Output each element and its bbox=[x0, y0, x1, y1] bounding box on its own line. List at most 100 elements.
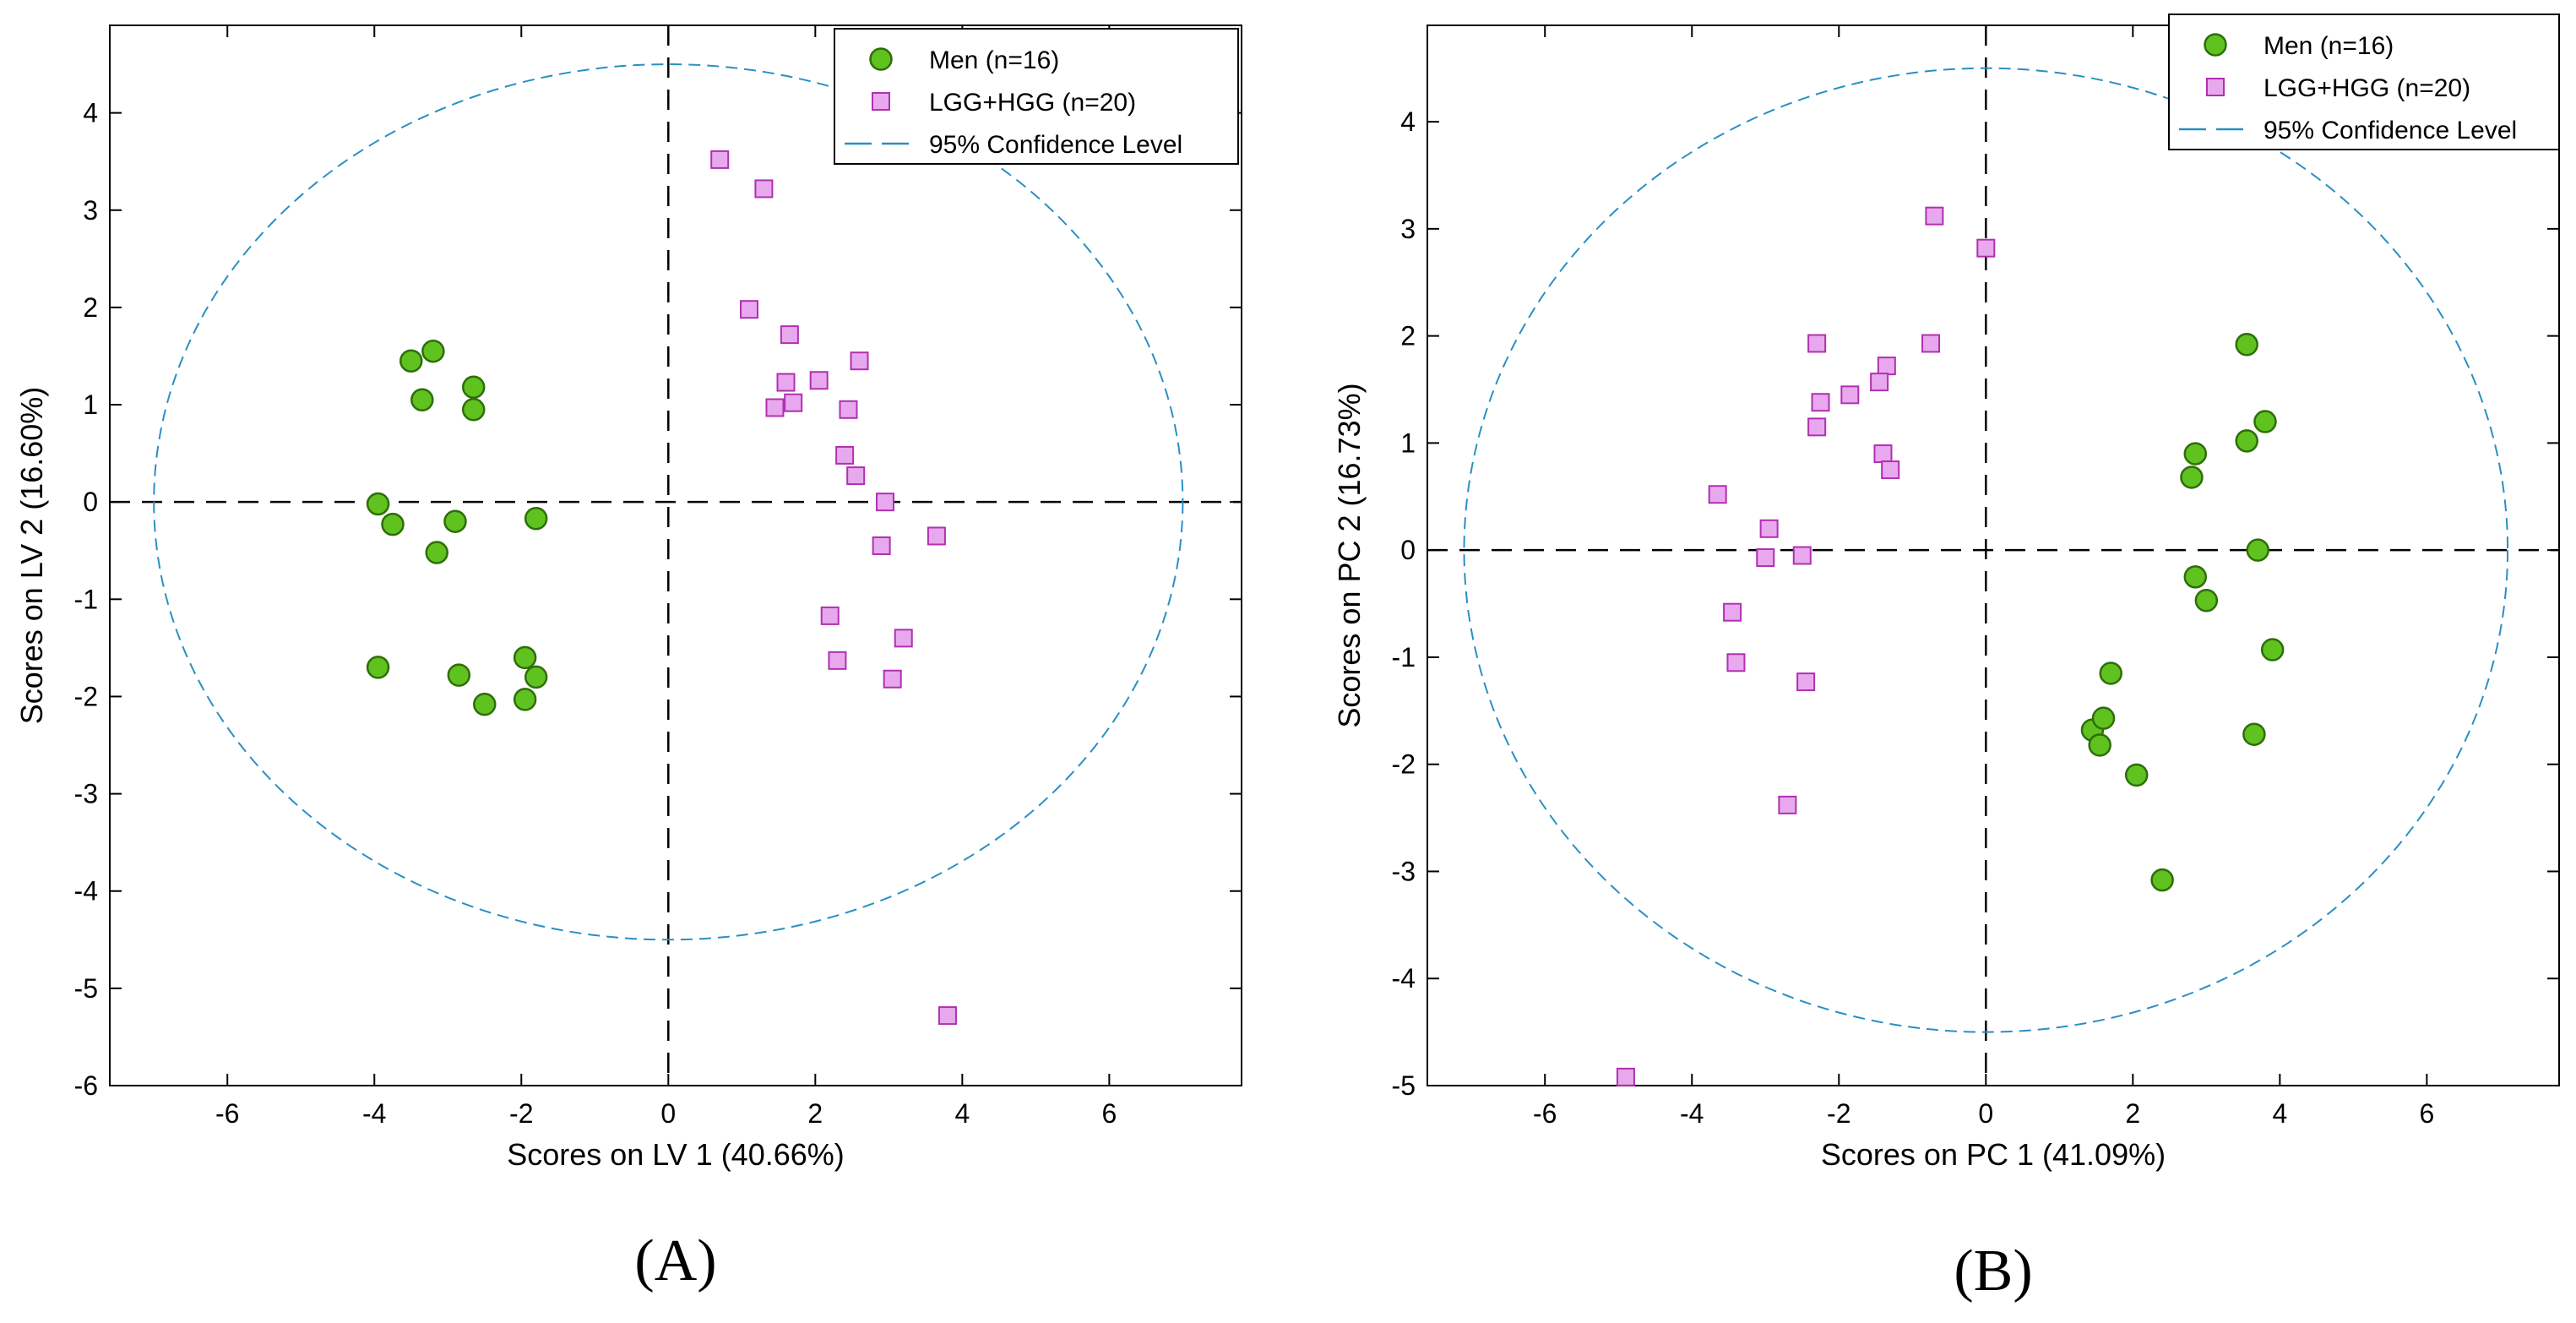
lgg-hgg-point bbox=[1616, 1067, 1635, 1086]
men-point bbox=[399, 349, 423, 373]
men-point bbox=[513, 645, 537, 670]
y-tick-label: 2 bbox=[83, 292, 98, 323]
confidence-ellipse bbox=[153, 63, 1184, 941]
lgg-hgg-point bbox=[1870, 373, 1889, 392]
men-point bbox=[2183, 565, 2208, 589]
lgg-hgg-point bbox=[828, 651, 847, 670]
x-tick-label: 2 bbox=[2125, 1098, 2140, 1129]
lgg-hgg-point bbox=[1873, 444, 1893, 464]
confidence-ellipse bbox=[1463, 67, 2509, 1033]
men-point bbox=[366, 492, 390, 516]
lgg-hgg-point bbox=[820, 606, 840, 625]
lgg-hgg-point bbox=[1840, 385, 1860, 405]
x-tick-label: -4 bbox=[362, 1098, 386, 1129]
lgg-hgg-point bbox=[809, 371, 829, 390]
lgg-hgg-point bbox=[850, 351, 869, 371]
y-tick-label: -2 bbox=[1392, 749, 1416, 780]
plot-area bbox=[1427, 24, 2560, 1086]
x-axis-label: Scores on LV 1 (40.66%) bbox=[507, 1137, 845, 1172]
men-point bbox=[2091, 706, 2116, 730]
lgg-hgg-point bbox=[1925, 206, 1944, 226]
legend-label: Men (n=16) bbox=[2264, 32, 2394, 60]
lgg-hgg-point bbox=[1759, 519, 1779, 538]
men-point bbox=[2194, 588, 2219, 612]
y-tick-label: -1 bbox=[74, 584, 98, 614]
y-tick-label: 4 bbox=[1400, 106, 1416, 137]
panel-label: (A) bbox=[634, 1228, 716, 1293]
legend: Men (n=16) LGG+HGG (n=20) 95% Confidence L… bbox=[2168, 14, 2560, 150]
y-tick-label: 0 bbox=[83, 487, 98, 517]
y-tick-label: -5 bbox=[1392, 1070, 1416, 1101]
men-point bbox=[410, 388, 434, 412]
men-point bbox=[2260, 638, 2285, 662]
lgg-hgg-point bbox=[1807, 334, 1827, 353]
men-point bbox=[2180, 466, 2204, 489]
lgg-hgg-point bbox=[780, 325, 799, 345]
lgg-hgg-point bbox=[1811, 393, 1830, 412]
men-point bbox=[2088, 733, 2111, 757]
x-tick-label: 0 bbox=[660, 1098, 676, 1129]
lgg-hgg-point bbox=[776, 373, 796, 392]
lgg-hgg-point bbox=[875, 493, 894, 512]
y-axis-label: Scores on PC 2 (16.73%) bbox=[1332, 383, 1367, 727]
legend-lgg-hgg-marker bbox=[2206, 78, 2225, 96]
lgg-hgg-point bbox=[754, 179, 774, 199]
men-point bbox=[366, 656, 390, 679]
lgg-hgg-point bbox=[839, 400, 858, 419]
men-point bbox=[381, 512, 405, 536]
lgg-hgg-point bbox=[1708, 485, 1727, 504]
x-tick-label: 6 bbox=[1101, 1098, 1117, 1129]
plot-area bbox=[109, 24, 1242, 1086]
x-tick-label: -6 bbox=[215, 1098, 239, 1129]
y-tick-label: 1 bbox=[83, 389, 98, 420]
lgg-hgg-point bbox=[1976, 238, 1996, 258]
x-tick-label: -2 bbox=[509, 1098, 533, 1129]
legend-label: LGG+HGG (n=20) bbox=[929, 89, 1136, 117]
lgg-hgg-point bbox=[1921, 334, 1941, 353]
lgg-hgg-point bbox=[894, 629, 913, 648]
lgg-hgg-point bbox=[872, 536, 891, 555]
x-axis-label: Scores on PC 1 (41.09%) bbox=[1821, 1137, 2166, 1172]
lgg-hgg-point bbox=[1723, 602, 1742, 622]
y-tick-label: 1 bbox=[1400, 427, 1416, 458]
lgg-hgg-point bbox=[937, 1006, 957, 1026]
x-tick-label: 4 bbox=[2272, 1098, 2287, 1129]
y-tick-label: 0 bbox=[1400, 535, 1416, 565]
lgg-hgg-point bbox=[784, 393, 803, 412]
men-point bbox=[447, 663, 471, 687]
lgg-hgg-point bbox=[1796, 672, 1816, 692]
lgg-hgg-point bbox=[1792, 546, 1812, 565]
lgg-hgg-point bbox=[1877, 357, 1896, 376]
legend-label: 95% Confidence Level bbox=[929, 131, 1182, 159]
men-point bbox=[2183, 442, 2208, 466]
x-tick-label: 4 bbox=[954, 1098, 970, 1129]
panel-label: (B) bbox=[1954, 1239, 2032, 1304]
legend-lgg-hgg-marker bbox=[872, 92, 890, 111]
men-point bbox=[2235, 333, 2258, 357]
men-point bbox=[2124, 763, 2149, 787]
legend: Men (n=16) LGG+HGG (n=20) 95% Confidence L… bbox=[834, 28, 1239, 165]
men-point bbox=[2242, 722, 2266, 746]
x-tick-label: 2 bbox=[807, 1098, 823, 1129]
legend-box bbox=[2168, 14, 2560, 150]
legend-label: Men (n=16) bbox=[929, 46, 1059, 74]
lgg-hgg-point bbox=[846, 466, 866, 486]
men-point bbox=[524, 506, 548, 531]
x-tick-label: -2 bbox=[1827, 1098, 1850, 1129]
lgg-hgg-point bbox=[1726, 653, 1746, 672]
lgg-hgg-point bbox=[1778, 795, 1797, 814]
lgg-hgg-point bbox=[710, 150, 730, 169]
panel-a: -6 -4 -2 0 2 4 6 -6 -5 -4 -3 -2 -1 0 1 2 3 4 Men (n=16) LGG… bbox=[14, 24, 1242, 1293]
x-tick-label: 6 bbox=[2419, 1098, 2434, 1129]
men-point bbox=[513, 688, 537, 711]
legend-label: 95% Confidence Level bbox=[2264, 117, 2517, 144]
legend-label: LGG+HGG (n=20) bbox=[2264, 74, 2470, 102]
men-point bbox=[524, 665, 548, 689]
lgg-hgg-point bbox=[927, 526, 946, 546]
men-point bbox=[473, 692, 497, 716]
men-point bbox=[2099, 662, 2122, 685]
men-point bbox=[2253, 410, 2277, 433]
y-tick-label: 4 bbox=[83, 98, 98, 128]
